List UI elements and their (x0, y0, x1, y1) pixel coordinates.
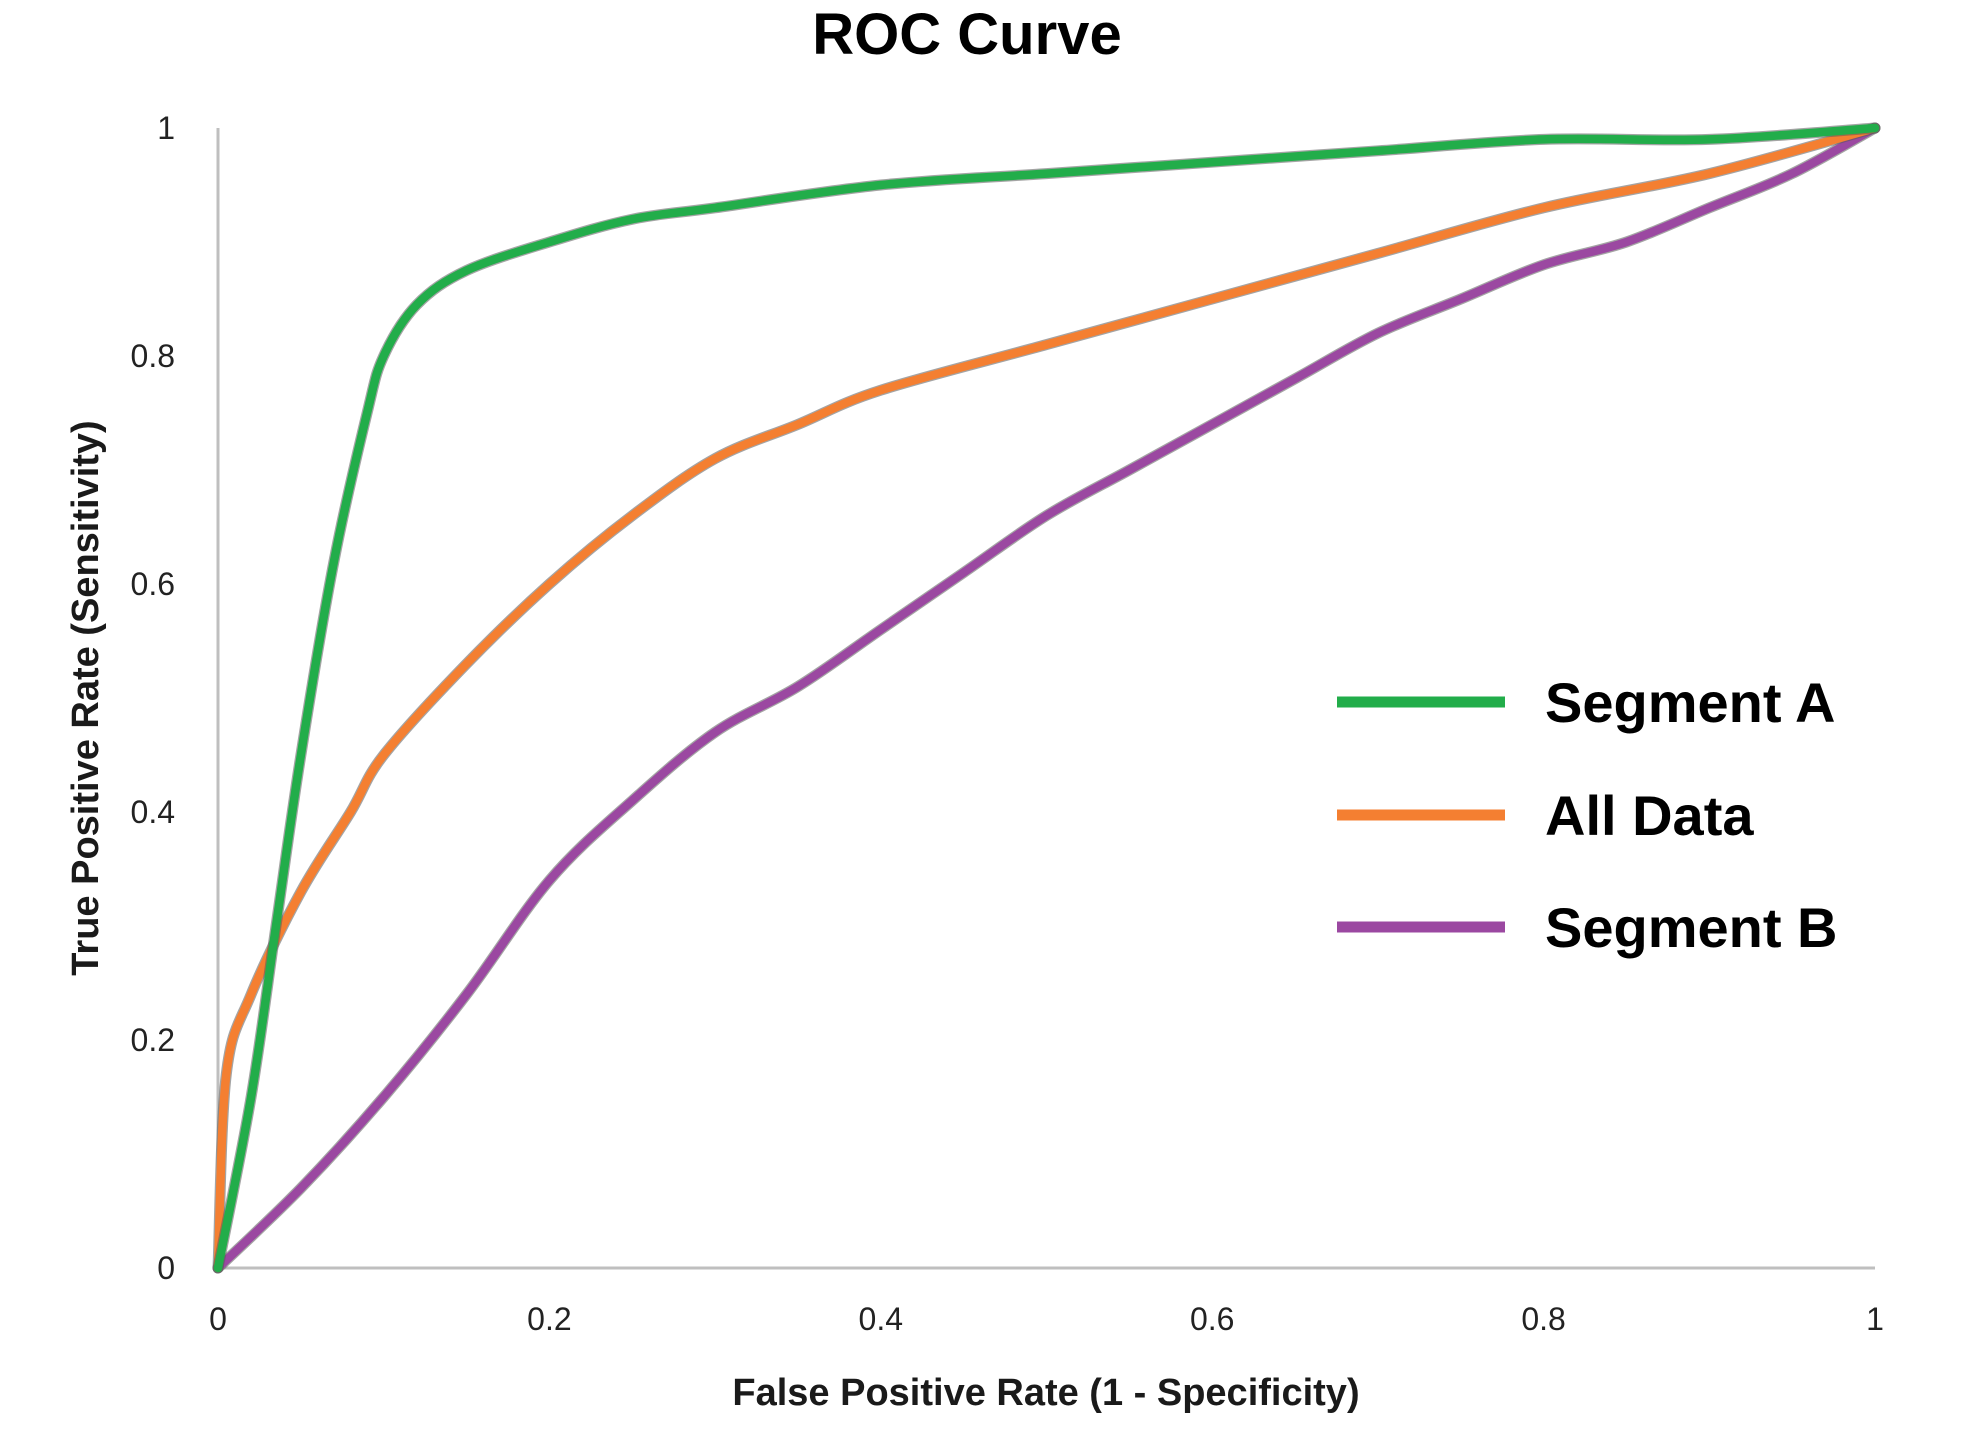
x-tick-labels: 0 0.2 0.4 0.6 0.8 1 (209, 1301, 1884, 1337)
legend-label-segment-b: Segment B (1545, 896, 1838, 959)
series-line-segment-a (213, 123, 1880, 1273)
series-lines (212, 122, 1881, 1274)
chart-title: ROC Curve (812, 2, 1121, 67)
series-line-segment-b (213, 123, 1880, 1273)
y-tick-label: 0.6 (131, 566, 175, 602)
legend-label-segment-a: Segment A (1545, 671, 1835, 734)
legend: Segment A All Data Segment B (1337, 671, 1838, 959)
y-tick-label: 0.8 (131, 338, 175, 374)
legend-label-all-data: All Data (1545, 784, 1754, 847)
y-axis-title: True Positive Rate (Sensitivity) (65, 420, 107, 975)
y-tick-labels: 0 0.2 0.4 0.6 0.8 1 (131, 110, 175, 1286)
x-axis-title: False Positive Rate (1 - Specificity) (732, 1372, 1359, 1414)
y-tick-label: 0.2 (131, 1022, 175, 1058)
y-tick-label: 0.4 (131, 794, 175, 830)
x-tick-label: 0.8 (1521, 1301, 1565, 1337)
series-line-all-data (213, 123, 1880, 1273)
x-tick-label: 1 (1866, 1301, 1884, 1337)
x-tick-label: 0.6 (1190, 1301, 1234, 1337)
x-tick-label: 0 (209, 1301, 227, 1337)
x-tick-label: 0.2 (527, 1301, 571, 1337)
axes (216, 128, 1875, 1270)
x-tick-label: 0.4 (859, 1301, 903, 1337)
y-tick-label: 0 (157, 1250, 175, 1286)
y-tick-label: 1 (157, 110, 175, 146)
